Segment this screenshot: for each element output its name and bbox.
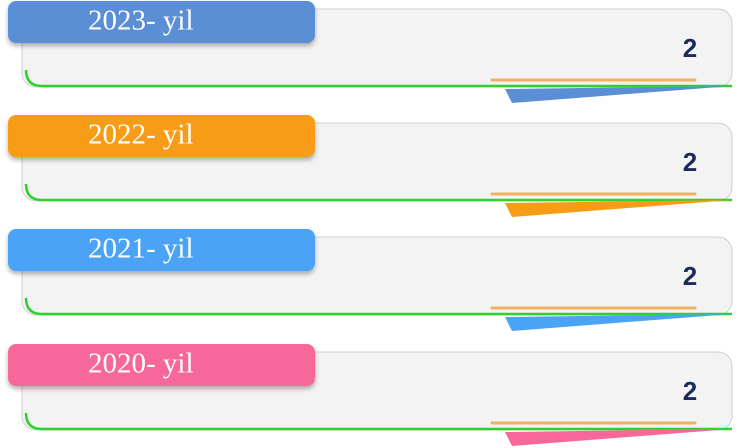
ribbon-fold (505, 429, 732, 446)
year-tab (8, 229, 315, 271)
count-value: 2 (683, 261, 697, 291)
card-underline (24, 412, 732, 431)
ribbon-fold (505, 200, 732, 217)
year-label: 2023- yil (88, 5, 194, 37)
year-label: 2020- yil (88, 348, 194, 380)
card-underline (24, 69, 732, 88)
year-label: 2022- yil (88, 119, 194, 151)
card-underline (24, 183, 732, 202)
year-card: 2023- yil 2 (8, 1, 733, 103)
count-value: 2 (683, 147, 697, 177)
year-tab (8, 115, 315, 157)
year-card: 2020- yil 2 (8, 344, 733, 446)
year-tab (8, 1, 315, 43)
card-underline (24, 297, 732, 316)
year-card: 2022- yil 2 (8, 115, 733, 217)
ribbon-fold (505, 86, 732, 103)
year-tab (8, 344, 315, 386)
count-value: 2 (683, 33, 697, 63)
year-card: 2021- yil 2 (8, 229, 733, 331)
count-value: 2 (683, 376, 697, 406)
year-label: 2021- yil (88, 233, 194, 265)
ribbon-fold (505, 314, 732, 331)
